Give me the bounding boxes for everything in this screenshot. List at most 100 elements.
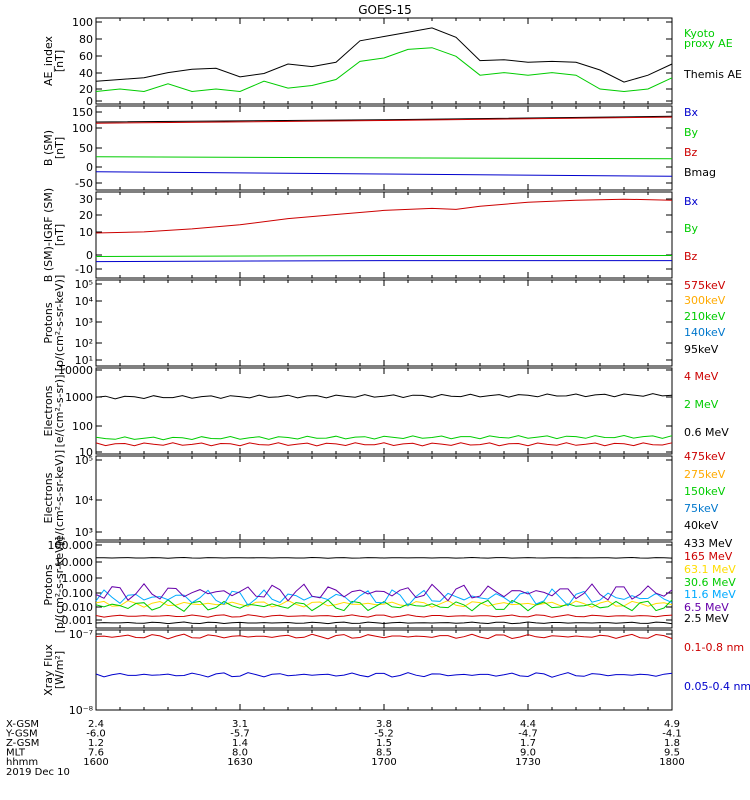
legend-entry: 0.6 MeV bbox=[684, 426, 729, 439]
footer-value: 1730 bbox=[515, 757, 540, 768]
legend-entry: Themis AE bbox=[683, 68, 742, 81]
legend-entry: 150keV bbox=[684, 485, 726, 498]
y-tick-label: -50 bbox=[75, 177, 93, 190]
y-tick-label: 10⁻⁷ bbox=[69, 628, 93, 641]
legend-entry: Bz bbox=[684, 250, 698, 263]
y-tick-label: 150 bbox=[72, 106, 93, 119]
footer-row-label: Y-GSM bbox=[5, 729, 38, 740]
y-tick-label: 10⁴ bbox=[75, 494, 94, 507]
y-tick-label: 10.000 bbox=[55, 556, 94, 569]
series-line-63-1-mev bbox=[95, 599, 673, 608]
series-line-0-6-mev bbox=[95, 393, 673, 400]
y-tick-label: 0.100 bbox=[62, 587, 94, 600]
legend-entry: 6.5 MeV bbox=[684, 601, 729, 614]
y-axis-label: [W/m²] bbox=[53, 651, 66, 689]
y-axis-label: B (SM)-IGRF (SM) bbox=[42, 188, 55, 282]
footer-value: 1800 bbox=[659, 757, 684, 768]
y-tick-label: 50 bbox=[79, 142, 93, 155]
y-axis-label: [e/(cm²-s-sr)] bbox=[53, 375, 66, 448]
y-tick-label: 10⁵ bbox=[75, 454, 93, 467]
legend-entry: 95keV bbox=[684, 343, 719, 356]
footer-value: 8.0 bbox=[232, 748, 248, 759]
legend-entry: 11.6 MeV bbox=[684, 588, 736, 601]
footer-value: 1600 bbox=[83, 757, 108, 768]
footer-value: 3.8 bbox=[376, 719, 392, 730]
series-line-bz bbox=[95, 116, 673, 124]
series-line-433-mev bbox=[96, 556, 673, 559]
footer-date: 2019 Dec 10 bbox=[6, 767, 70, 778]
footer-value: 1.5 bbox=[376, 738, 392, 749]
footer-value: 1.8 bbox=[664, 738, 680, 749]
series-line-bz bbox=[95, 198, 673, 234]
legend-entry: Bmag bbox=[684, 166, 716, 179]
y-tick-label: 10000 bbox=[58, 364, 93, 377]
series-line-4-mev bbox=[95, 442, 673, 447]
footer-value: 2.4 bbox=[88, 719, 104, 730]
legend-entry: proxy AE bbox=[684, 37, 733, 50]
footer-value: 4.9 bbox=[664, 719, 680, 730]
y-tick-label: 10³ bbox=[75, 316, 93, 329]
y-axis-label: Electrons bbox=[42, 385, 55, 436]
plot-title: GOES-15 bbox=[358, 3, 412, 17]
footer-value: -5.2 bbox=[374, 729, 394, 740]
y-axis-label: Protons bbox=[42, 302, 55, 343]
y-tick-label: -10 bbox=[75, 263, 93, 276]
panel-frame bbox=[95, 191, 673, 279]
legend-entry: 300keV bbox=[684, 294, 726, 307]
footer-value: 1630 bbox=[227, 757, 252, 768]
footer-value: 1.7 bbox=[520, 738, 536, 749]
y-tick-label: 0.010 bbox=[62, 601, 94, 614]
legend-entry: 30.6 MeV bbox=[684, 576, 736, 589]
legend-entry: By bbox=[684, 222, 699, 235]
footer-value: 1.4 bbox=[232, 738, 248, 749]
series-line-by bbox=[95, 156, 673, 160]
legend-entry: 63.1 MeV bbox=[684, 563, 736, 576]
footer-value: -5.7 bbox=[230, 729, 250, 740]
y-axis-label: [nT] bbox=[53, 224, 66, 246]
y-tick-label: 0 bbox=[86, 95, 93, 108]
y-tick-label: 0 bbox=[86, 249, 93, 262]
y-axis-label: Protons bbox=[42, 564, 55, 605]
panel-frame bbox=[95, 17, 673, 105]
legend-entry: Bx bbox=[684, 106, 699, 119]
y-tick-label: 100.000 bbox=[48, 539, 94, 552]
y-axis-label: [e/(cm²-s-sr-keV)] bbox=[53, 450, 66, 546]
y-tick-label: 60 bbox=[79, 50, 93, 63]
series-line-themis-ae bbox=[95, 27, 673, 83]
footer-value: -4.1 bbox=[662, 729, 682, 740]
series-line-0-05-0-4-nm bbox=[95, 672, 673, 678]
y-tick-label: 0.001 bbox=[62, 614, 94, 627]
series-line-by bbox=[95, 255, 672, 257]
footer-row-label: hhmm bbox=[6, 757, 38, 768]
y-tick-label: 10 bbox=[79, 226, 93, 239]
y-tick-label: 10⁻⁸ bbox=[69, 704, 94, 717]
y-tick-label: 100 bbox=[72, 122, 93, 135]
y-tick-label: 20 bbox=[79, 209, 93, 222]
footer-value: 3.1 bbox=[232, 719, 248, 730]
y-axis-label: Electrons bbox=[42, 472, 55, 523]
series-line-bx bbox=[95, 260, 672, 263]
legend-entry: 40keV bbox=[684, 519, 719, 532]
footer-row-label: MLT bbox=[6, 748, 26, 759]
y-tick-label: 1000 bbox=[65, 391, 93, 404]
legend-entry: By bbox=[684, 126, 699, 139]
footer-value: -4.7 bbox=[518, 729, 538, 740]
y-tick-label: 100 bbox=[72, 420, 93, 433]
legend-entry: 210keV bbox=[684, 310, 726, 323]
y-axis-label: [nT] bbox=[53, 50, 66, 72]
y-tick-label: 10³ bbox=[75, 526, 93, 539]
series-line-bmag bbox=[95, 115, 673, 123]
y-tick-label: 10¹ bbox=[75, 354, 93, 367]
legend-entry: Kyoto bbox=[684, 27, 715, 40]
legend-entry: 275keV bbox=[684, 468, 726, 481]
legend-entry: 140keV bbox=[684, 326, 726, 339]
series-line-30-6-mev bbox=[95, 599, 673, 612]
series-line-11-6-mev bbox=[95, 588, 673, 607]
series-line-2-5-mev bbox=[95, 621, 673, 625]
footer-row-label: X-GSM bbox=[6, 719, 39, 730]
legend-entry: 475keV bbox=[684, 450, 726, 463]
footer-row-label: Z-GSM bbox=[6, 738, 39, 749]
footer-value: 9.0 bbox=[520, 748, 536, 759]
series-line-0-1-0-8-nm bbox=[95, 633, 673, 640]
y-axis-label: [p/(cm²-s-sr-keV)] bbox=[53, 537, 66, 634]
